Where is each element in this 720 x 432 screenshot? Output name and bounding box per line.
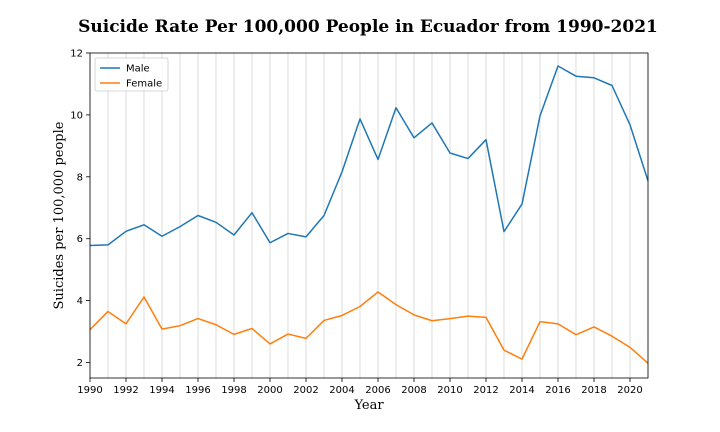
legend-label-female: Female (126, 79, 162, 90)
x-tick-label: 2006 (365, 385, 390, 396)
grid-lines (89, 53, 649, 378)
series-lines (89, 65, 649, 364)
x-tick-label: 1998 (221, 385, 246, 396)
x-tick-label: 2010 (437, 385, 462, 396)
x-tick-label: 2004 (329, 385, 354, 396)
legend-label-male: Male (126, 64, 150, 75)
x-tick-label: 2016 (545, 385, 570, 396)
x-tick-label: 2012 (473, 385, 498, 396)
x-tick-label: 2000 (257, 385, 282, 396)
x-axis: 1990 1992 1994 1996 1998 2000 2002 2004 2006 2008… (77, 378, 643, 396)
x-tick-label: 2014 (509, 385, 534, 396)
x-tick-label: 2002 (293, 385, 318, 396)
y-axis-label: Suicides per 100,000 people (52, 121, 67, 309)
y-tick-label: 12 (70, 49, 83, 60)
y-tick-label: 6 (77, 234, 83, 245)
x-tick-label: 2018 (581, 385, 606, 396)
x-tick-label: 1992 (113, 385, 138, 396)
x-tick-label: 1996 (185, 385, 210, 396)
y-tick-label: 2 (77, 358, 83, 369)
x-tick-label: 1994 (149, 385, 174, 396)
y-tick-label: 4 (77, 296, 83, 307)
legend: Male Female (94, 57, 169, 92)
x-tick-label: 1990 (77, 385, 102, 396)
plot-frame (89, 52, 649, 379)
y-axis: 2 4 6 8 10 12 (70, 49, 90, 369)
x-tick-label: 2020 (617, 385, 642, 396)
series-line-female (89, 291, 649, 364)
chart-title: Suicide Rate Per 100,000 People in Ecuad… (78, 17, 658, 37)
x-tick-label: 2008 (401, 385, 426, 396)
x-axis-label: Year (353, 398, 384, 413)
series-line-male (89, 65, 649, 247)
y-tick-label: 8 (77, 172, 83, 183)
y-tick-label: 10 (70, 110, 83, 121)
